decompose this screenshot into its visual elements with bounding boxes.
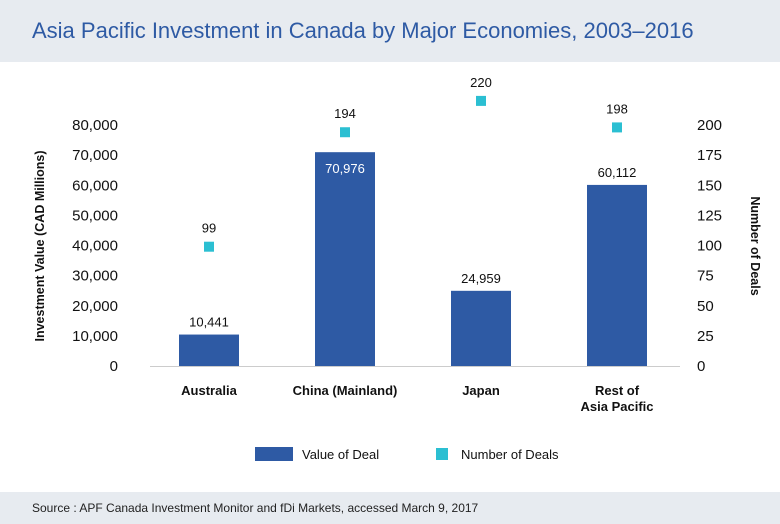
bar-value-of-deal [587, 184, 647, 366]
deal-count-marker [340, 127, 350, 138]
bar-value-of-deal [451, 290, 511, 366]
y-right-tick-label: 75 [697, 268, 714, 285]
y-right-tick-label: 50 [697, 298, 714, 315]
x-category-label: Asia Pacific [581, 399, 654, 414]
y-left-tick-label: 30,000 [72, 268, 118, 285]
deal-count-marker [204, 241, 214, 252]
deal-count-label: 220 [470, 75, 492, 90]
legend-swatch-number-of-deals [436, 448, 448, 460]
legend-label-number-of-deals: Number of Deals [461, 447, 559, 462]
deal-count-marker [476, 95, 486, 106]
deal-count-label: 194 [334, 106, 356, 121]
deal-count-label: 99 [202, 221, 216, 236]
source-note: Source : APF Canada Investment Monitor a… [32, 501, 479, 515]
y-left-tick-label: 80,000 [72, 117, 118, 134]
y-left-tick-label: 60,000 [72, 177, 118, 194]
legend-label-value-of-deal: Value of Deal [302, 447, 379, 462]
x-category-label: Rest of [595, 383, 640, 398]
legend-swatch-value-of-deal [255, 447, 293, 461]
y-right-tick-label: 200 [697, 117, 722, 134]
y-right-tick-label: 0 [697, 358, 705, 375]
y-left-tick-label: 20,000 [72, 298, 118, 315]
x-category-label: Japan [462, 383, 500, 398]
bar-value-label: 10,441 [189, 315, 229, 330]
y-right-tick-label: 100 [697, 238, 722, 255]
y-left-tick-label: 10,000 [72, 328, 118, 345]
y-left-tick-label: 0 [110, 358, 118, 375]
y-right-tick-label: 125 [697, 207, 722, 224]
y-right-tick-label: 25 [697, 328, 714, 345]
bar-value-of-deal [315, 152, 375, 366]
y-left-axis-title: Investment Value (CAD Millions) [33, 150, 47, 341]
y-left-tick-label: 70,000 [72, 147, 118, 164]
y-right-axis-title: Number of Deals [748, 196, 762, 295]
bar-value-label: 24,959 [461, 271, 501, 286]
y-right-tick-label: 150 [697, 177, 722, 194]
chart-title: Asia Pacific Investment in Canada by Maj… [32, 18, 694, 43]
deal-count-label: 198 [606, 101, 628, 116]
x-category-label: Australia [181, 383, 237, 398]
bar-value-of-deal [179, 334, 239, 366]
x-category-label: China (Mainland) [293, 383, 398, 398]
source-banner: Source : APF Canada Investment Monitor a… [0, 492, 780, 524]
y-left-tick-label: 40,000 [72, 238, 118, 255]
y-right-tick-label: 175 [697, 147, 722, 164]
title-banner: Asia Pacific Investment in Canada by Maj… [0, 0, 780, 62]
y-left-tick-label: 50,000 [72, 207, 118, 224]
bar-value-label: 70,976 [325, 161, 365, 176]
deal-count-marker [612, 122, 622, 133]
bar-value-label: 60,112 [598, 165, 637, 180]
